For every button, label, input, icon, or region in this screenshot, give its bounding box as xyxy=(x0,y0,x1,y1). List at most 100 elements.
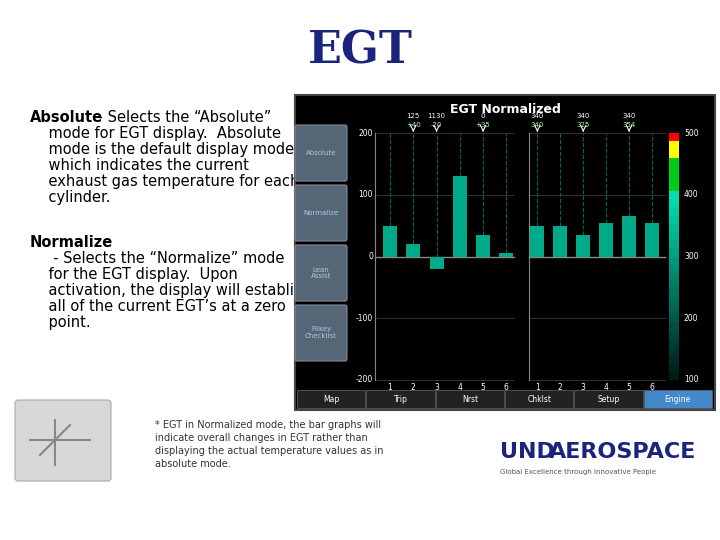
Bar xyxy=(669,297,679,306)
Text: 340: 340 xyxy=(531,122,544,128)
Text: mode for EGT display.  Absolute: mode for EGT display. Absolute xyxy=(30,126,281,141)
FancyBboxPatch shape xyxy=(15,400,111,481)
Bar xyxy=(669,207,679,215)
Bar xyxy=(553,226,567,256)
Bar xyxy=(669,190,679,199)
Text: 1: 1 xyxy=(535,383,540,392)
FancyBboxPatch shape xyxy=(295,185,347,241)
Bar xyxy=(406,244,420,256)
Bar xyxy=(644,390,712,408)
Text: +35: +35 xyxy=(476,122,490,128)
Text: 200: 200 xyxy=(359,129,373,138)
Bar xyxy=(599,222,613,256)
Text: UND: UND xyxy=(500,442,555,462)
Text: * EGT in Normalized mode, the bar graphs will: * EGT in Normalized mode, the bar graphs… xyxy=(155,420,381,430)
Text: 2: 2 xyxy=(558,383,562,392)
Bar xyxy=(669,248,679,256)
Text: 0: 0 xyxy=(368,252,373,261)
Text: -200: -200 xyxy=(356,375,373,384)
Text: EGT(°F): EGT(°F) xyxy=(430,395,467,405)
Text: 340: 340 xyxy=(622,113,636,119)
Bar xyxy=(669,347,679,355)
Text: +40: +40 xyxy=(406,122,420,128)
Text: which indicates the current: which indicates the current xyxy=(30,158,249,173)
Text: EGT Normalized: EGT Normalized xyxy=(449,103,560,116)
Bar xyxy=(622,217,636,256)
Text: 5: 5 xyxy=(481,383,485,392)
Text: Nrst: Nrst xyxy=(462,395,478,403)
Text: 400: 400 xyxy=(684,190,698,199)
Text: indicate overall changes in EGT rather than: indicate overall changes in EGT rather t… xyxy=(155,433,368,443)
Text: 4: 4 xyxy=(457,383,462,392)
Bar xyxy=(297,390,365,408)
Bar xyxy=(476,235,490,256)
Bar xyxy=(669,215,679,224)
Bar xyxy=(669,223,679,232)
Text: mode is the default display mode,: mode is the default display mode, xyxy=(30,142,299,157)
Text: Map: Map xyxy=(323,395,339,403)
Text: 340: 340 xyxy=(531,113,544,119)
Text: AEROSPACE: AEROSPACE xyxy=(549,442,696,462)
Text: 2: 2 xyxy=(411,383,415,392)
Text: absolute mode.: absolute mode. xyxy=(155,459,230,469)
Text: Chklst: Chklst xyxy=(527,395,552,403)
Text: 3: 3 xyxy=(434,383,439,392)
Bar xyxy=(669,256,679,265)
Bar xyxy=(669,231,679,240)
Text: - Selects the “Absolute”: - Selects the “Absolute” xyxy=(93,110,271,125)
Text: 340: 340 xyxy=(577,113,590,119)
Text: 3: 3 xyxy=(581,383,585,392)
Bar xyxy=(669,306,679,314)
Bar xyxy=(669,165,679,174)
Bar xyxy=(576,235,590,256)
Bar xyxy=(669,240,679,248)
Text: for the EGT display.  Upon: for the EGT display. Upon xyxy=(30,267,238,282)
Text: 6: 6 xyxy=(649,383,654,392)
Text: -100: -100 xyxy=(356,314,373,323)
Bar xyxy=(669,182,679,191)
Bar xyxy=(669,157,679,166)
Text: Global Excellence through Innovative People: Global Excellence through Innovative Peo… xyxy=(500,469,656,475)
Text: all of the current EGT’s at a zero: all of the current EGT’s at a zero xyxy=(30,299,286,314)
Text: 200: 200 xyxy=(684,314,698,323)
Bar xyxy=(295,95,715,410)
Bar xyxy=(531,226,544,256)
Text: Absolute: Absolute xyxy=(30,110,103,125)
Bar xyxy=(505,390,573,408)
Bar xyxy=(669,330,679,339)
Bar xyxy=(669,281,679,289)
Bar xyxy=(669,264,679,273)
Bar xyxy=(669,174,679,183)
Text: Trip: Trip xyxy=(394,395,408,403)
Text: 300: 300 xyxy=(684,252,698,261)
Bar xyxy=(500,253,513,256)
Text: Setup: Setup xyxy=(598,395,620,403)
Text: displaying the actual temperature values as in: displaying the actual temperature values… xyxy=(155,446,384,456)
Text: Normalize: Normalize xyxy=(30,235,113,250)
Bar xyxy=(669,198,679,207)
Text: 354: 354 xyxy=(623,122,636,128)
FancyBboxPatch shape xyxy=(295,125,347,181)
Text: 125: 125 xyxy=(407,113,420,119)
Bar xyxy=(383,226,397,256)
Bar xyxy=(669,355,679,363)
Text: 325: 325 xyxy=(577,122,590,128)
Bar xyxy=(669,132,679,141)
Bar xyxy=(366,390,435,408)
Bar xyxy=(645,222,659,256)
Text: 100: 100 xyxy=(359,190,373,199)
FancyBboxPatch shape xyxy=(295,245,347,301)
Text: EGT: EGT xyxy=(307,30,413,73)
Text: Normalize: Normalize xyxy=(303,210,338,216)
FancyBboxPatch shape xyxy=(295,305,347,361)
Bar xyxy=(669,339,679,347)
Text: cylinder.: cylinder. xyxy=(30,190,110,205)
Text: Engine: Engine xyxy=(665,395,691,403)
Text: 6: 6 xyxy=(504,383,509,392)
Text: activation, the display will establish: activation, the display will establish xyxy=(30,283,311,298)
Text: 100: 100 xyxy=(684,375,698,384)
Bar xyxy=(669,363,679,372)
Text: -20: -20 xyxy=(431,122,442,128)
Bar xyxy=(669,141,679,150)
Bar xyxy=(436,390,504,408)
